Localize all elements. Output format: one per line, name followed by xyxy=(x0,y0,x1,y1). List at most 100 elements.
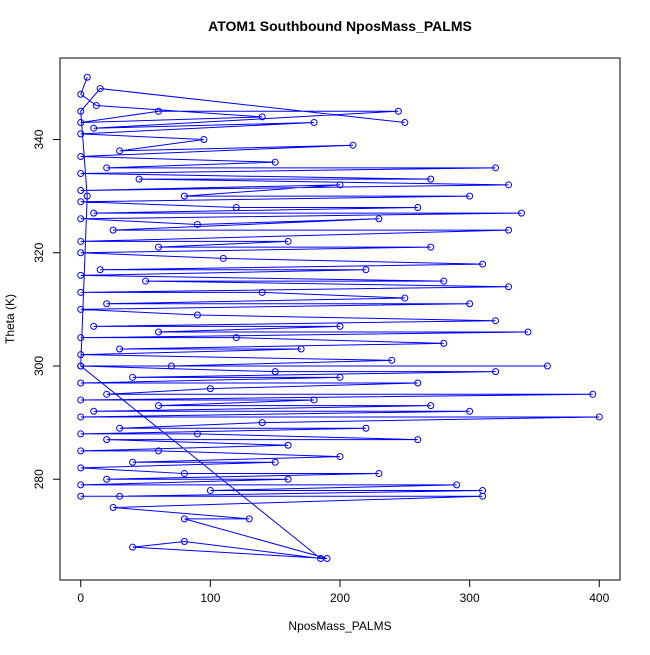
chart-title: ATOM1 Southbound NposMass_PALMS xyxy=(208,18,472,34)
data-point xyxy=(543,362,551,370)
data-point xyxy=(77,379,85,387)
data-point xyxy=(155,328,163,336)
data-point xyxy=(219,254,227,262)
data-point xyxy=(401,294,409,302)
data-point xyxy=(200,136,208,144)
data-line xyxy=(80,77,600,560)
data-point xyxy=(349,141,357,149)
data-point xyxy=(155,243,163,251)
data-point xyxy=(77,492,85,500)
data-point xyxy=(362,266,370,274)
x-tick-label: 0 xyxy=(77,591,84,605)
x-tick-label: 300 xyxy=(460,591,480,605)
data-point xyxy=(96,266,104,274)
data-point xyxy=(103,300,111,308)
data-point xyxy=(103,475,111,483)
data-point xyxy=(77,237,85,245)
data-point xyxy=(77,430,85,438)
data-point xyxy=(414,379,422,387)
data-point xyxy=(297,345,305,353)
data-point xyxy=(129,373,137,381)
data-point xyxy=(206,385,214,393)
data-point xyxy=(77,362,85,370)
data-point xyxy=(505,181,513,189)
data-point xyxy=(90,209,98,217)
data-point xyxy=(180,515,188,523)
data-point xyxy=(116,492,124,500)
data-point xyxy=(77,464,85,472)
data-point xyxy=(440,339,448,347)
data-point xyxy=(206,487,214,495)
data-point xyxy=(232,334,240,342)
data-point xyxy=(271,458,279,466)
data-point xyxy=(77,215,85,223)
data-point xyxy=(245,515,253,523)
data-point xyxy=(401,119,409,127)
data-point xyxy=(453,481,461,489)
x-tick-label: 100 xyxy=(200,591,220,605)
data-point xyxy=(193,220,201,228)
data-point xyxy=(466,192,474,200)
data-point xyxy=(180,538,188,546)
data-point xyxy=(427,175,435,183)
data-point xyxy=(129,543,137,551)
data-point xyxy=(109,504,117,512)
data-point xyxy=(517,209,525,217)
data-point xyxy=(362,424,370,432)
data-point xyxy=(492,164,500,172)
data-point xyxy=(271,158,279,166)
data-point xyxy=(77,481,85,489)
data-point xyxy=(232,203,240,211)
data-point xyxy=(524,328,532,336)
data-point xyxy=(479,260,487,268)
y-axis-label: Theta (K) xyxy=(3,294,17,344)
data-point xyxy=(271,368,279,376)
data-point xyxy=(116,147,124,155)
data-point xyxy=(595,413,603,421)
data-point xyxy=(92,102,100,110)
data-point xyxy=(414,203,422,211)
y-tick-label: 280 xyxy=(32,469,46,489)
data-point xyxy=(258,419,266,427)
data-point xyxy=(155,447,163,455)
data-point xyxy=(109,226,117,234)
data-point xyxy=(388,356,396,364)
data-point xyxy=(492,368,500,376)
data-point xyxy=(167,362,175,370)
data-point xyxy=(284,475,292,483)
data-point xyxy=(284,237,292,245)
data-point xyxy=(505,226,513,234)
data-point xyxy=(258,288,266,296)
data-point xyxy=(135,175,143,183)
data-point xyxy=(77,351,85,359)
x-axis-label: NposMass_PALMS xyxy=(288,619,391,633)
data-point xyxy=(77,107,85,115)
data-point xyxy=(77,334,85,342)
data-point xyxy=(336,373,344,381)
data-point xyxy=(310,396,318,404)
data-point xyxy=(90,407,98,415)
data-point xyxy=(284,441,292,449)
data-point xyxy=(155,402,163,410)
data-point xyxy=(440,277,448,285)
data-point xyxy=(90,322,98,330)
data-point xyxy=(466,300,474,308)
y-tick-label: 340 xyxy=(32,129,46,149)
data-point xyxy=(427,402,435,410)
data-point xyxy=(116,345,124,353)
data-point xyxy=(96,85,104,93)
data-point xyxy=(116,424,124,432)
data-point xyxy=(155,107,163,115)
data-point xyxy=(466,407,474,415)
data-point xyxy=(505,283,513,291)
data-point xyxy=(375,470,383,478)
data-point xyxy=(317,554,325,562)
data-point xyxy=(258,113,266,121)
data-point xyxy=(103,390,111,398)
data-point xyxy=(90,124,98,132)
data-point xyxy=(83,192,91,200)
data-point xyxy=(77,153,85,161)
data-point xyxy=(180,192,188,200)
